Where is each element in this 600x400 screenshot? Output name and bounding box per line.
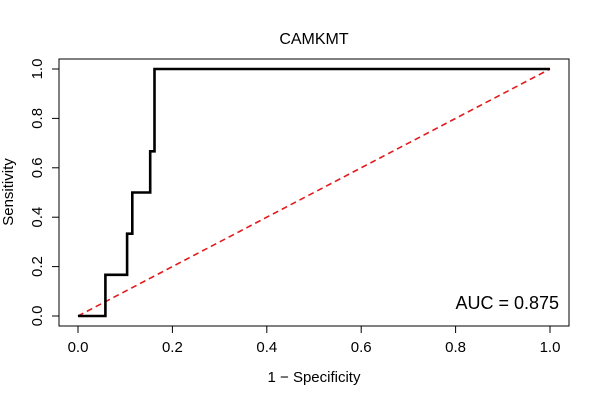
series-layer (77, 67, 551, 318)
y-tick-label: 0.6 (29, 157, 46, 178)
y-axis: 0.0 0.2 0.4 0.6 0.8 1.0 (29, 59, 60, 327)
roc-curve-line (78, 67, 550, 318)
y-axis-title: Sensitivity (0, 158, 17, 226)
y-tick-label: 0.0 (29, 306, 46, 327)
x-tick-label: 0.4 (256, 339, 277, 356)
y-tick-label: 0.2 (29, 256, 46, 277)
x-tick-label: 0.0 (68, 339, 89, 356)
x-tick-label: 0.6 (351, 339, 372, 356)
x-axis: 0.0 0.2 0.4 0.6 0.8 1.0 (68, 325, 561, 356)
reference-diagonal-line (77, 68, 551, 317)
y-tick-label: 1.0 (29, 59, 46, 80)
x-tick-label: 1.0 (540, 339, 561, 356)
y-tick-label: 0.8 (29, 108, 46, 129)
x-axis-title: 1 − Specificity (268, 369, 361, 386)
x-tick-label: 0.2 (162, 339, 183, 356)
x-tick-label: 0.8 (445, 339, 466, 356)
auc-annotation: AUC = 0.875 (455, 293, 559, 313)
y-tick-label: 0.4 (29, 207, 46, 228)
chart-title: CAMKMT (279, 31, 349, 48)
